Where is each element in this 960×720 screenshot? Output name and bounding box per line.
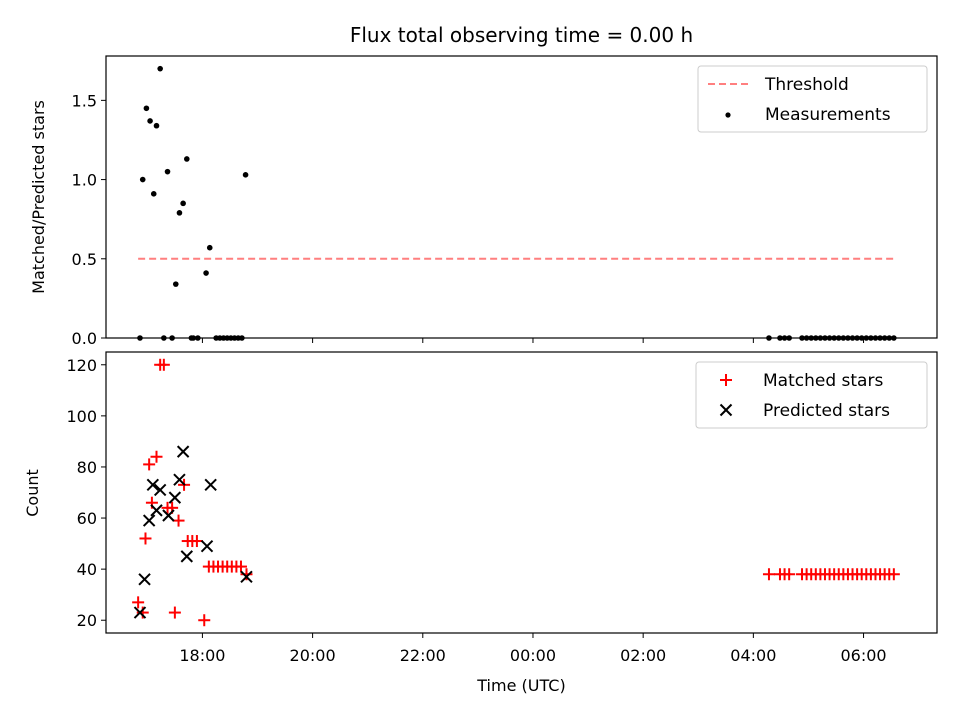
measurement-point — [176, 210, 183, 216]
bottom-y-tick-label: 80 — [77, 458, 97, 477]
predicted-star-point — [168, 491, 182, 504]
matched-star-point — [143, 458, 156, 471]
top-y-tick-label: 0.5 — [72, 250, 97, 269]
predicted-star-point — [142, 514, 156, 527]
predicted-star-point — [153, 483, 167, 497]
bottom-plot-frame — [105, 351, 938, 634]
legend-matched-label: Matched stars — [763, 371, 883, 391]
predicted-star-point — [133, 606, 147, 619]
matched-star-point — [172, 514, 185, 527]
measurement-point — [157, 65, 163, 72]
measurement-point — [206, 244, 213, 251]
legend-predicted-label: Predicted stars — [763, 401, 890, 421]
x-tick-label: 04:00 — [730, 646, 776, 665]
bottom-y-tick-label: 120 — [66, 356, 97, 375]
bottom-points — [132, 358, 900, 627]
measurement-point — [180, 200, 186, 207]
bottom-legend: Matched stars Predicted stars — [695, 361, 928, 429]
matched-star-point — [783, 568, 796, 581]
matched-star-point — [157, 358, 170, 371]
bottom-y-tick-label: 60 — [77, 509, 97, 528]
top-y-axis-label: Matched/Predicted stars — [29, 100, 48, 294]
predicted-star-point — [176, 445, 190, 458]
matched-star-point — [150, 450, 163, 463]
bottom-y-ticks: 20 40 60 80 100 120 — [66, 356, 106, 630]
predicted-star-point — [204, 478, 217, 492]
measurement-point — [147, 118, 153, 124]
x-tick-label: 02:00 — [620, 646, 666, 665]
matched-star-point — [132, 596, 145, 609]
measurement-point — [139, 176, 146, 183]
chart-title: Flux total observing time = 0.00 h — [350, 23, 693, 47]
predicted-star-point — [146, 478, 160, 492]
x-tick-label: 06:00 — [840, 646, 886, 665]
measurement-point — [153, 122, 160, 129]
x-axis-label: Time (UTC) — [476, 676, 565, 695]
matched-star-point — [240, 568, 253, 581]
x-tick-label: 00:00 — [510, 646, 556, 665]
matched-star-point — [234, 560, 247, 573]
x-tick-label: 22:00 — [400, 646, 446, 665]
legend-matched-swatch — [720, 374, 732, 386]
measurement-point — [143, 105, 150, 112]
bottom-y-tick-label: 20 — [77, 611, 97, 630]
bottom-x-ticks: 18:00 20:00 22:00 00:00 02:00 04:00 06:00 — [179, 633, 887, 665]
matched-star-point — [168, 606, 181, 619]
matched-star-point — [139, 532, 152, 545]
matched-star-point — [762, 568, 775, 581]
measurement-point — [172, 281, 179, 287]
legend-predicted-marker — [719, 403, 733, 417]
measurement-point — [184, 156, 190, 162]
top-y-tick-label: 1.5 — [72, 91, 97, 110]
legend-measurements-label: Measurements — [765, 105, 891, 125]
predicted-star-point — [138, 573, 151, 586]
bottom-y-axis-label: Count — [23, 469, 42, 517]
top-panel: Flux total observing time = 0.00 h Match… — [29, 23, 938, 348]
legend-measurements-swatch — [725, 112, 731, 118]
top-plot-frame — [105, 55, 938, 339]
top-legend-box — [697, 65, 928, 133]
predicted-star-point — [162, 509, 175, 522]
top-legend: Threshold Measurements — [697, 65, 928, 133]
matched-star-point — [198, 614, 211, 627]
top-y-tick-label: 0.0 — [72, 329, 97, 348]
measurement-point — [150, 191, 157, 197]
top-y-tick-label: 1.0 — [72, 171, 97, 190]
legend-threshold-label: Threshold — [764, 75, 849, 95]
measurement-point — [242, 172, 249, 178]
predicted-star-point — [240, 570, 253, 584]
matched-star-point — [887, 568, 900, 581]
bottom-y-tick-label: 40 — [77, 560, 97, 579]
matched-star-point — [190, 535, 203, 548]
bottom-legend-box — [695, 361, 928, 429]
predicted-star-point — [180, 550, 194, 563]
measurement-point — [164, 168, 171, 175]
predicted-star-point — [150, 504, 163, 517]
top-y-ticks: 0.0 0.5 1.0 1.5 — [72, 91, 106, 348]
x-tick-label: 18:00 — [179, 646, 225, 665]
bottom-y-tick-label: 100 — [66, 407, 97, 426]
predicted-star-point — [173, 473, 186, 486]
x-tick-label: 20:00 — [290, 646, 336, 665]
legend-predicted-swatch — [719, 403, 733, 417]
bottom-panel: Count Time (UTC) 20 40 60 80 100 120 18:00 20:… — [23, 351, 938, 695]
predicted-star-point — [200, 539, 214, 553]
legend-matched-marker — [720, 374, 732, 386]
measurement-point — [203, 270, 209, 276]
